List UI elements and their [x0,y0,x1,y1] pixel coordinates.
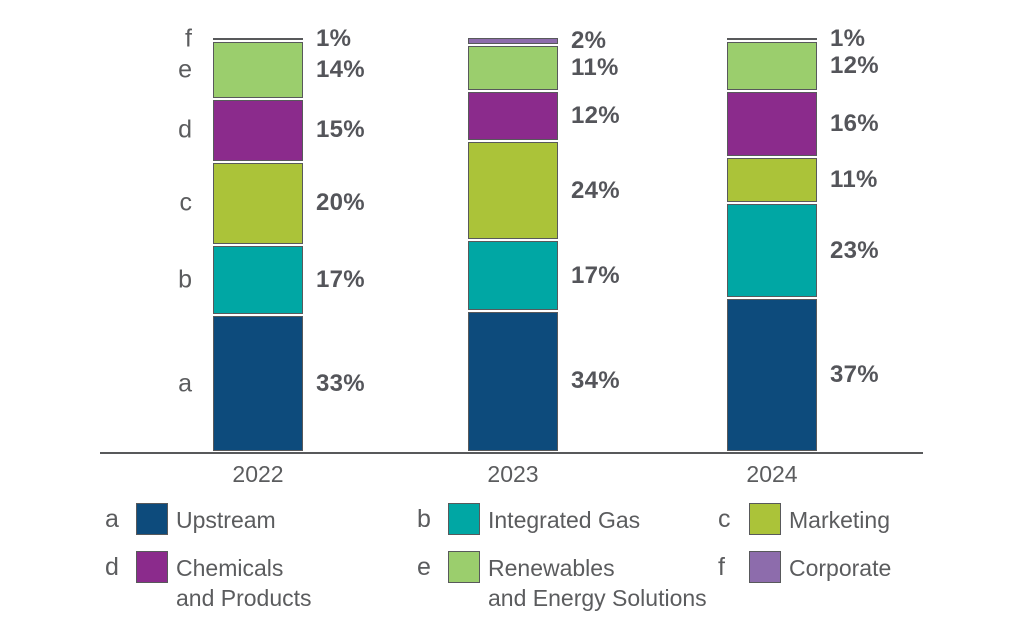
legend-label-d: Chemicals and Products [176,555,312,612]
legend-label-b: Integrated Gas [488,507,641,533]
x-axis-line [100,452,923,454]
bar-segment-c-2022 [213,162,303,244]
bar-segment-c-2024 [727,158,817,202]
bar-segment-f-2024 [727,38,817,41]
value-label-c-2022: 20% [316,189,365,216]
segment-letter-d: d [178,115,192,144]
legend-label-f: Corporate [789,555,892,581]
bar-segment-c-2023 [468,141,558,240]
bar-segment-a-2024 [727,299,817,451]
bar-segment-b-2024 [727,204,817,298]
value-label-d-2024: 16% [830,110,879,138]
legend-item-f: f Corporate [718,551,891,583]
legend-item-b: b Integrated Gas [417,503,640,535]
legend-swatch-f [749,551,781,583]
bar-segment-a-2022 [213,316,303,451]
legend-letter-c: c [718,505,731,533]
legend-label-e: Renewables and Energy Solutions [488,555,707,612]
legend-swatch-b [448,503,480,535]
legend-letter-b: b [417,505,431,533]
legend-letter-f: f [718,553,725,581]
segment-letter-c: c [179,188,193,217]
x-axis-label-2024: 2024 [746,461,798,487]
x-axis-label-2023: 2023 [487,461,539,487]
bar-segment-f-2023 [468,38,558,45]
x-axis-label-2022: 2022 [232,461,284,487]
legend-letter-a: a [105,505,119,533]
value-label-c-2023: 24% [571,176,620,204]
legend-swatch-e [448,551,480,583]
value-label-f-2023: 2% [571,27,607,55]
value-label-c-2024: 11% [830,166,878,194]
legend-letter-e: e [417,553,431,581]
segment-letter-f: f [185,24,192,53]
legend-item-a: a Upstream [105,503,276,535]
bar-segment-b-2022 [213,245,303,315]
legend-label-a: Upstream [176,507,276,533]
bar-segment-b-2023 [468,241,558,310]
legend-swatch-a [136,503,168,535]
value-label-d-2022: 15% [316,116,365,144]
value-label-f-2022: 1% [316,25,352,53]
value-label-e-2023: 11% [571,54,619,82]
legend-swatch-d [136,551,168,583]
bar-segment-e-2024 [727,42,817,90]
value-label-d-2023: 12% [571,101,620,129]
legend-item-d: d Chemicals and Products [105,551,312,614]
bar-segment-a-2023 [468,311,558,451]
bar-segment-e-2023 [468,46,558,90]
bar-segment-e-2022 [213,42,303,99]
bar-segment-d-2023 [468,91,558,140]
segment-letter-e: e [178,55,192,84]
value-label-a-2024: 37% [830,361,879,389]
value-label-f-2024: 1% [830,25,866,53]
legend-swatch-c [749,503,781,535]
value-label-a-2022: 33% [316,369,365,397]
legend-item-e: e Renewables and Energy Solutions [417,551,707,614]
value-label-a-2023: 34% [571,367,620,395]
bar-segment-d-2022 [213,100,303,161]
value-label-e-2022: 14% [316,56,365,84]
segment-letter-b: b [178,265,192,294]
value-label-e-2024: 12% [830,52,879,80]
value-label-b-2022: 17% [316,265,365,293]
segment-letter-a: a [178,369,192,398]
legend-item-c: c Marketing [718,503,890,535]
bar-segment-d-2024 [727,91,817,157]
bar-segment-f-2022 [213,38,303,41]
legend-letter-d: d [105,553,119,581]
legend-label-c: Marketing [789,507,890,533]
value-label-b-2024: 23% [830,236,879,264]
value-label-b-2023: 17% [571,261,620,289]
